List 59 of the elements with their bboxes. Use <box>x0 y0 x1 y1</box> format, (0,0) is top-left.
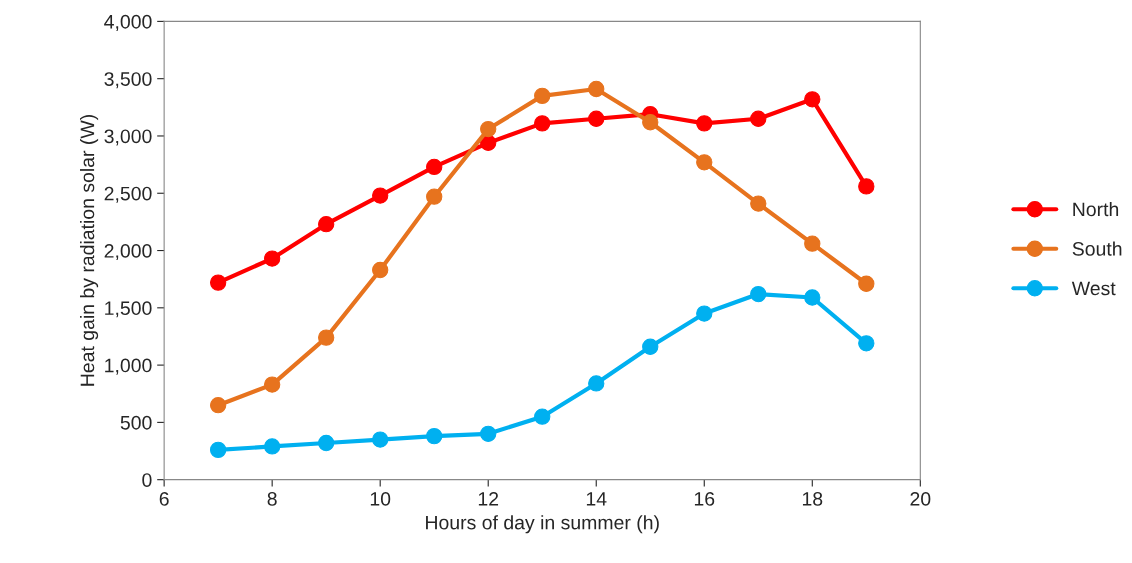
x-tick-label: 16 <box>694 492 715 506</box>
point <box>750 285 767 303</box>
y-tick-label: 500 <box>120 415 152 430</box>
point <box>804 289 821 306</box>
point <box>642 338 659 355</box>
y-tick-label: 2,500 <box>104 186 152 203</box>
point <box>318 329 335 346</box>
point <box>534 87 551 105</box>
point <box>426 158 443 176</box>
x-tick-label: 10 <box>370 492 391 506</box>
point <box>209 397 227 414</box>
legend-label: South <box>1072 241 1122 256</box>
point <box>372 187 389 204</box>
point <box>426 188 443 205</box>
y-tick-label: 1,500 <box>105 301 152 318</box>
y-tick-label: 3,000 <box>104 129 152 146</box>
x-tick-label: 8 <box>267 492 277 506</box>
point <box>588 110 605 127</box>
point <box>480 120 497 138</box>
point <box>750 195 767 212</box>
y-tick-label: 1,000 <box>105 358 152 375</box>
point <box>480 425 497 443</box>
x-tick-label: 6 <box>159 492 169 506</box>
x-tick-label: 12 <box>478 492 499 506</box>
point <box>858 275 875 292</box>
x-tick-label: 20 <box>910 492 931 506</box>
point <box>318 216 335 233</box>
point <box>750 110 767 127</box>
x-tick-label: 14 <box>586 492 607 506</box>
point <box>209 441 227 459</box>
point <box>318 434 335 452</box>
point <box>696 154 713 171</box>
point <box>372 261 389 279</box>
point <box>264 376 281 393</box>
point <box>264 250 281 267</box>
legend-label: West <box>1071 281 1116 296</box>
y-tick-label: 3,500 <box>104 72 152 89</box>
point <box>534 408 551 425</box>
point <box>209 274 227 291</box>
point <box>642 114 659 131</box>
point <box>588 375 605 392</box>
point <box>264 438 281 455</box>
point <box>696 115 713 132</box>
y-tick-label: 2,000 <box>104 244 152 261</box>
point <box>858 335 875 352</box>
y-axis-title: Heat gain by radiation solar (W) <box>80 115 99 386</box>
point <box>372 431 389 448</box>
point <box>804 91 821 108</box>
y-tick-label: 4,000 <box>104 14 152 31</box>
x-axis-title: Hours of day in summer (h) <box>426 515 659 534</box>
point <box>426 427 443 445</box>
point <box>858 178 875 195</box>
point <box>804 235 821 252</box>
point <box>588 80 605 98</box>
y-tick-label: 0 <box>142 473 152 487</box>
point <box>534 115 551 132</box>
x-tick-label: 18 <box>802 492 823 506</box>
legend-label: North <box>1073 201 1119 217</box>
point <box>696 305 713 322</box>
